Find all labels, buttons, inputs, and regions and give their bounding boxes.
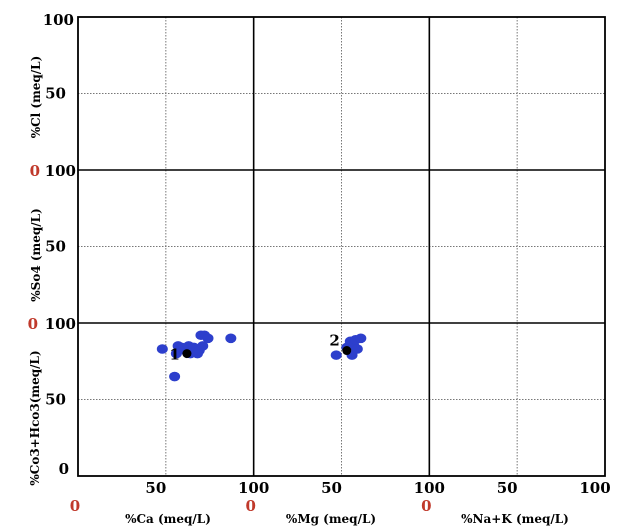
y-tick-label: 50 (45, 238, 66, 256)
x-axis-label: %Mg (meq/L) (286, 512, 376, 526)
y-tick-label: 100 (45, 162, 76, 180)
data-point (330, 350, 342, 360)
x-tick-label: 0 (70, 497, 80, 515)
x-tick-label: 50 (321, 479, 342, 497)
y-tick-label: 0 (28, 315, 38, 333)
x-tick-label: 50 (497, 479, 518, 497)
mean-point (182, 349, 192, 359)
point-label: 1 (169, 346, 179, 364)
x-tick-label: 50 (145, 479, 166, 497)
data-point (355, 333, 367, 344)
plot-frame (77, 16, 606, 477)
x-tick-label: 0 (421, 497, 431, 515)
y-tick-label: 0 (30, 162, 40, 180)
y-axis-label: %So4 (meq/L) (29, 208, 43, 302)
x-tick-label: 100 (414, 479, 445, 497)
point-label: 2 (329, 332, 339, 350)
y-tick-label: 0 (59, 460, 69, 478)
mean-point (342, 346, 352, 356)
x-tick-label: 100 (579, 479, 610, 497)
data-point (156, 344, 168, 354)
data-point (351, 344, 363, 354)
x-tick-label: 100 (238, 479, 269, 497)
data-point (169, 371, 181, 382)
x-tick-label: 0 (245, 497, 255, 515)
x-axis-label: %Ca (meq/L) (125, 512, 211, 526)
x-axis-label: %Na+K (meq/L) (461, 512, 569, 526)
y-axis-label: %Co3+Hco3(meq/L) (28, 350, 42, 485)
y-axis-label: %Cl (meq/L) (29, 56, 43, 139)
data-point (197, 341, 209, 351)
y-tick-label: 100 (45, 315, 76, 333)
data-point (202, 333, 214, 344)
data-point (225, 333, 237, 344)
y-tick-label: 50 (45, 391, 66, 409)
y-tick-label: 50 (45, 85, 66, 103)
y-tick-label: 100 (43, 11, 74, 29)
